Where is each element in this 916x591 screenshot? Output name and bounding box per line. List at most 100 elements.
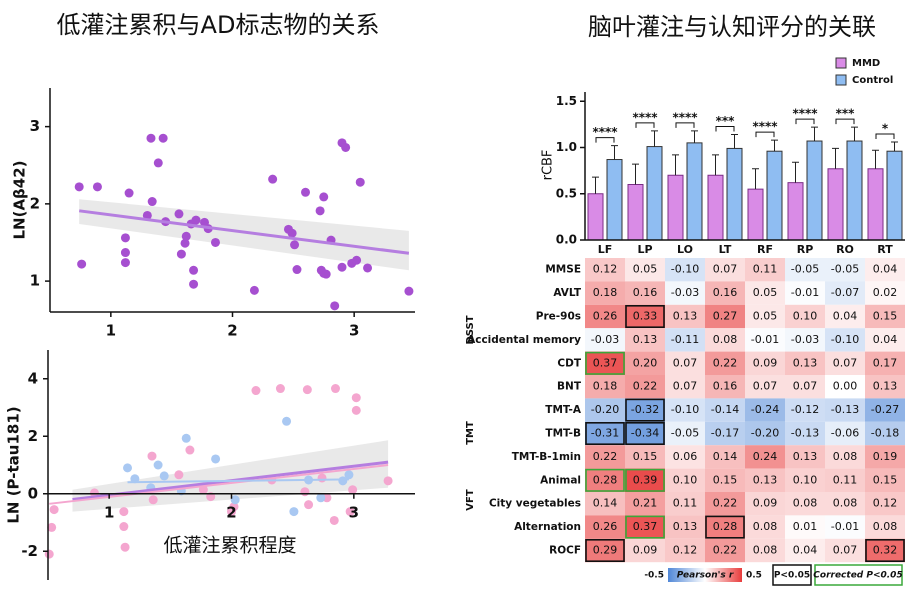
cell-label: -0.18 bbox=[871, 427, 899, 440]
cell-label: 0.09 bbox=[633, 544, 658, 557]
error-bar bbox=[592, 176, 599, 194]
heatmap-cell bbox=[705, 375, 745, 399]
cell-label: 0.13 bbox=[793, 450, 818, 463]
heatmap-cell bbox=[785, 421, 825, 446]
point bbox=[92, 182, 102, 192]
cell-label: -0.34 bbox=[631, 427, 659, 440]
point bbox=[304, 500, 314, 510]
cell-label: -0.10 bbox=[671, 403, 699, 416]
heatmap-cell bbox=[785, 328, 825, 352]
cell-label: 0.18 bbox=[593, 286, 618, 299]
cell-label: 0.11 bbox=[753, 263, 778, 276]
cell-label: 0.27 bbox=[713, 310, 738, 323]
bar bbox=[747, 188, 764, 241]
point bbox=[351, 405, 361, 415]
confidence-band bbox=[79, 199, 409, 271]
cell-label: 0.02 bbox=[873, 286, 898, 299]
heatmap-cell bbox=[625, 281, 665, 305]
point bbox=[119, 522, 129, 532]
y-tick-label: 4 bbox=[28, 369, 38, 387]
cell-label: 0.22 bbox=[593, 450, 618, 463]
cell-label: 0.08 bbox=[713, 333, 738, 346]
point bbox=[329, 515, 339, 525]
cell-label: 0.05 bbox=[633, 263, 658, 276]
cell-label: 0.13 bbox=[873, 380, 898, 393]
heatmap-cell bbox=[705, 328, 745, 352]
cell-label: 0.01 bbox=[793, 520, 818, 533]
bar bbox=[667, 174, 684, 241]
heatmap-cell bbox=[785, 375, 825, 399]
cell-label: 0.10 bbox=[793, 473, 818, 486]
y-tick-label: 1.5 bbox=[556, 94, 577, 108]
confidence-band bbox=[72, 440, 389, 512]
point bbox=[302, 385, 312, 395]
heatmap-cell bbox=[785, 445, 825, 469]
cell-label: -0.13 bbox=[831, 403, 859, 416]
heatmap-cell bbox=[865, 538, 905, 563]
point bbox=[345, 507, 355, 517]
point bbox=[289, 507, 299, 517]
cell-label: 0.11 bbox=[833, 473, 858, 486]
point bbox=[124, 188, 134, 198]
heatmap-cell bbox=[785, 351, 825, 375]
row-label: Pre-90s bbox=[536, 311, 581, 323]
cell-label: -0.14 bbox=[711, 403, 739, 416]
cell-label: 0.13 bbox=[753, 473, 778, 486]
heatmap-cell bbox=[785, 538, 825, 563]
point bbox=[319, 192, 329, 202]
heatmap-cell bbox=[705, 538, 745, 563]
heatmap-cell bbox=[585, 468, 625, 492]
heatmap-cell bbox=[665, 492, 705, 516]
point bbox=[300, 487, 310, 497]
heatmap-cell bbox=[625, 468, 665, 492]
heatmap-cell bbox=[865, 351, 905, 375]
cell-label: -0.10 bbox=[831, 333, 859, 346]
x-tick-label: RP bbox=[797, 243, 814, 256]
point bbox=[290, 240, 300, 250]
cell-label: 0.15 bbox=[713, 473, 738, 486]
point bbox=[159, 471, 169, 481]
heatmap-cell bbox=[705, 445, 745, 469]
point bbox=[229, 502, 239, 512]
point bbox=[119, 507, 129, 517]
cell-label: -0.27 bbox=[871, 403, 899, 416]
legend-box bbox=[814, 564, 903, 586]
cell-label: 0.04 bbox=[793, 544, 818, 557]
cell-label: 0.10 bbox=[673, 473, 698, 486]
bar bbox=[846, 140, 863, 241]
heatmap-cell bbox=[585, 398, 625, 422]
heatmap-cell bbox=[825, 445, 865, 469]
cell-label: -0.32 bbox=[631, 403, 659, 416]
y-axis-label: LN (P-tau181) bbox=[5, 406, 23, 523]
heatmap-cell bbox=[625, 515, 665, 539]
point bbox=[176, 249, 186, 259]
point bbox=[363, 263, 373, 273]
heatmap-cell bbox=[825, 258, 865, 282]
significance-label: *** bbox=[716, 114, 736, 128]
point bbox=[147, 197, 157, 207]
significance-bracket bbox=[635, 122, 655, 128]
cell-label: 0.08 bbox=[753, 520, 778, 533]
row-label: CDT bbox=[557, 357, 581, 369]
cell-label: 0.07 bbox=[833, 356, 858, 369]
cell-label: 0.15 bbox=[873, 310, 898, 323]
significance-outline bbox=[625, 398, 665, 422]
row-group-label: TMT bbox=[465, 421, 476, 445]
point bbox=[123, 463, 133, 473]
point bbox=[404, 286, 414, 296]
heatmap-cell bbox=[825, 468, 865, 492]
heatmap-cell bbox=[865, 445, 905, 469]
x-tick-label: LF bbox=[598, 243, 613, 256]
heatmap-cell bbox=[585, 375, 625, 399]
point bbox=[275, 384, 285, 394]
bar bbox=[827, 168, 844, 241]
legend-label: MMD bbox=[852, 58, 880, 69]
x-tick-label: 2 bbox=[226, 503, 236, 521]
y-tick-label: 1.0 bbox=[556, 140, 577, 154]
heatmap-cell bbox=[665, 468, 705, 492]
x-tick-label: RT bbox=[877, 243, 893, 256]
point bbox=[49, 505, 59, 515]
point bbox=[130, 474, 140, 484]
cell-label: 0.05 bbox=[753, 310, 778, 323]
significance-bracket bbox=[715, 126, 735, 132]
